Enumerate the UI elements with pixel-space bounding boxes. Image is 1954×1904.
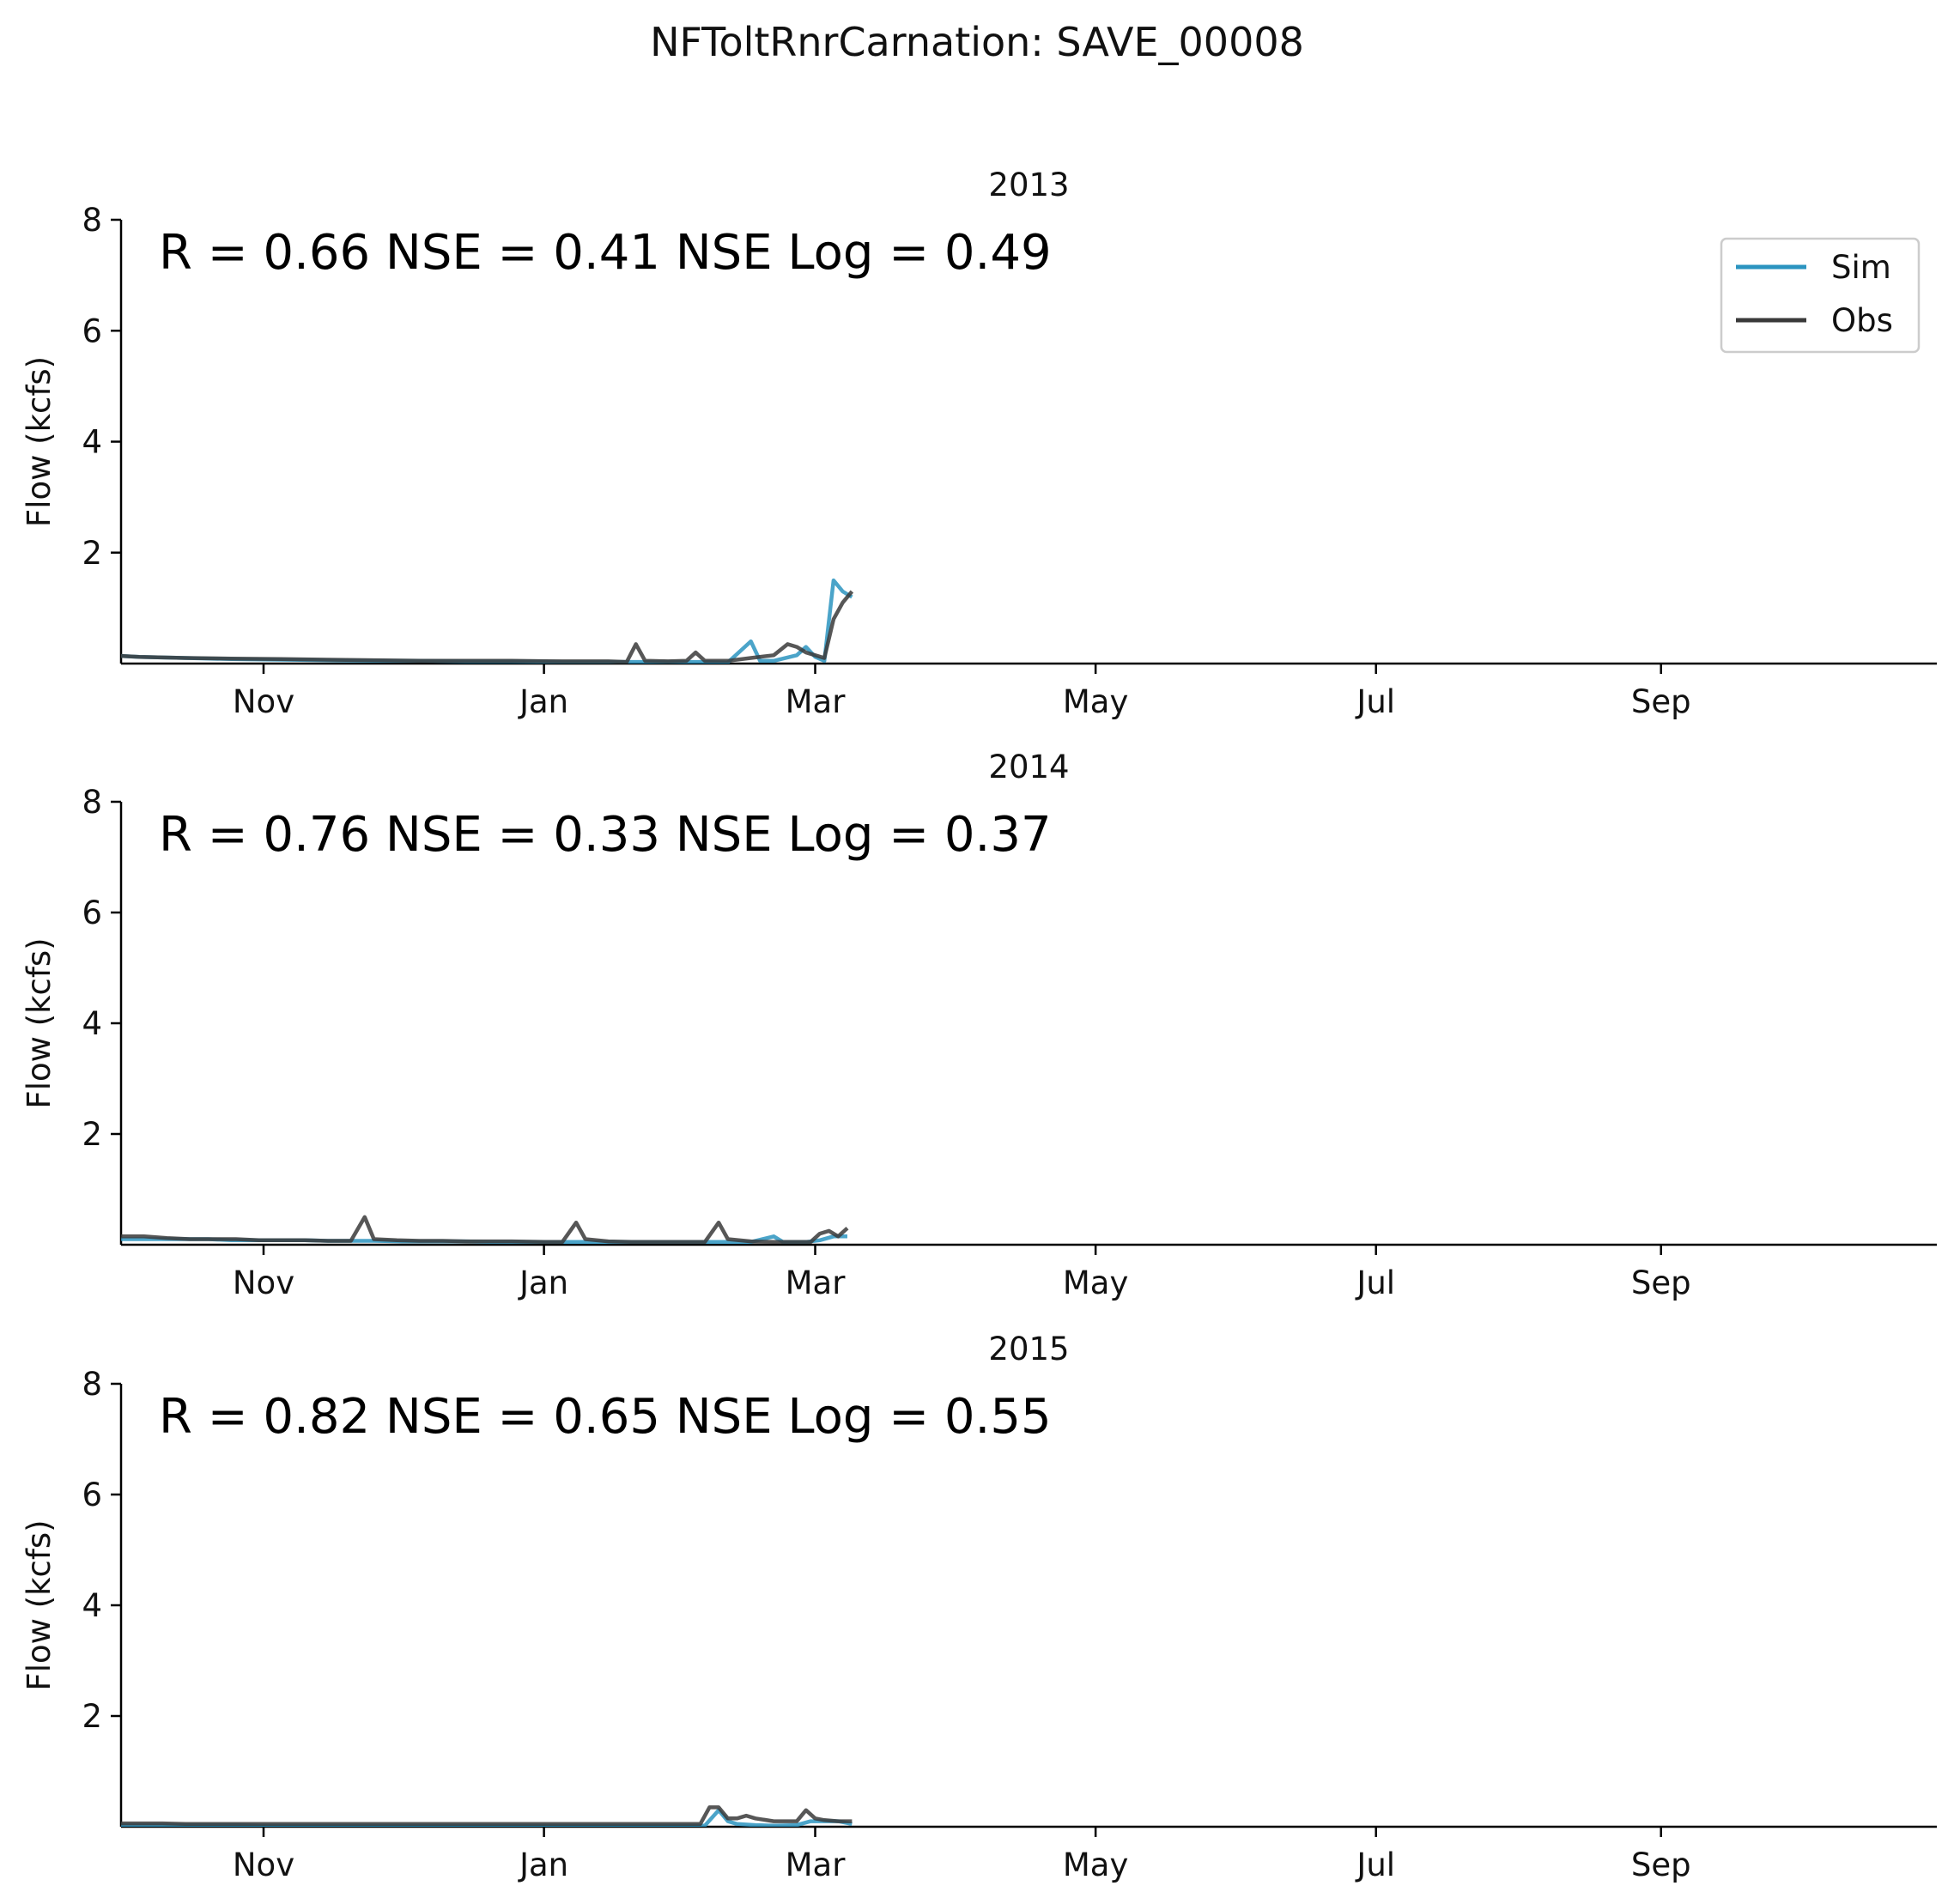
stats-annotation: R = 0.66 NSE = 0.41 NSE Log = 0.49 <box>159 225 1052 281</box>
subplot-2013: 2013 2 4 6 8 Nov Jan Mar May Jul Sep Flow (kcfs) R =… <box>21 167 1937 720</box>
y-tick-label: 2 <box>82 1698 102 1735</box>
x-tick-label: May <box>1063 1846 1129 1883</box>
x-tick-label: Sep <box>1631 683 1691 720</box>
y-tick-label: 4 <box>82 1587 102 1624</box>
subplot-title: 2015 <box>988 1331 1069 1367</box>
y-tick-label: 8 <box>82 1366 102 1403</box>
y-tick-label: 4 <box>82 424 102 461</box>
y-axis-label: Flow (kcfs) <box>21 1519 58 1690</box>
x-tick-label: Jan <box>518 1264 568 1301</box>
y-tick-label: 2 <box>82 535 102 572</box>
x-tick-label: Mar <box>786 1264 847 1301</box>
x-tick-label: Sep <box>1631 1846 1691 1883</box>
series-line-obs <box>121 1805 853 1827</box>
y-tick-label: 6 <box>82 894 102 931</box>
legend-label-sim: Sim <box>1831 249 1891 286</box>
x-tick-label: Nov <box>233 1264 294 1301</box>
y-tick-label: 2 <box>82 1116 102 1153</box>
x-tick-label: Nov <box>233 1846 294 1883</box>
x-tick-label: Nov <box>233 683 294 720</box>
x-tick-label: Jul <box>1355 1264 1395 1301</box>
y-tick-label: 4 <box>82 1005 102 1042</box>
subplot-2015: 2015 2 4 6 8 Nov Jan Mar May Jul Sep Flow (kcfs) R =… <box>21 1331 1937 1883</box>
legend: Sim Obs <box>1720 237 1921 354</box>
stats-annotation: R = 0.76 NSE = 0.33 NSE Log = 0.37 <box>159 807 1052 863</box>
y-tick-label: 8 <box>82 202 102 239</box>
x-tick-label: May <box>1063 1264 1129 1301</box>
subplot-title: 2014 <box>988 749 1069 785</box>
series-line-sim <box>121 1234 847 1245</box>
x-tick-label: Jul <box>1355 683 1395 720</box>
series-line-sim <box>121 1808 853 1827</box>
x-tick-label: Jul <box>1355 1846 1395 1883</box>
y-axis-label: Flow (kcfs) <box>21 356 58 527</box>
x-tick-label: Mar <box>786 683 847 720</box>
figure-title: NFToltRnrCarnation: SAVE_00008 <box>650 19 1304 65</box>
subplot-2014: 2014 2 4 6 8 Nov Jan Mar May Jul Sep Flow (kcfs) R =… <box>21 749 1937 1301</box>
legend-label-obs: Obs <box>1831 302 1893 339</box>
x-tick-label: Sep <box>1631 1264 1691 1301</box>
series-line-sim <box>121 578 853 664</box>
series-line-obs <box>121 1215 849 1245</box>
subplot-title: 2013 <box>988 167 1069 203</box>
y-tick-label: 6 <box>82 312 102 349</box>
y-axis-label: Flow (kcfs) <box>21 937 58 1108</box>
y-tick-label: 6 <box>82 1477 102 1513</box>
x-tick-label: Jan <box>518 683 568 720</box>
x-tick-label: May <box>1063 683 1129 720</box>
x-tick-label: Mar <box>786 1846 847 1883</box>
y-tick-label: 8 <box>82 784 102 821</box>
stats-annotation: R = 0.82 NSE = 0.65 NSE Log = 0.55 <box>159 1389 1052 1445</box>
series-line-obs <box>121 590 854 664</box>
x-tick-label: Jan <box>518 1846 568 1883</box>
